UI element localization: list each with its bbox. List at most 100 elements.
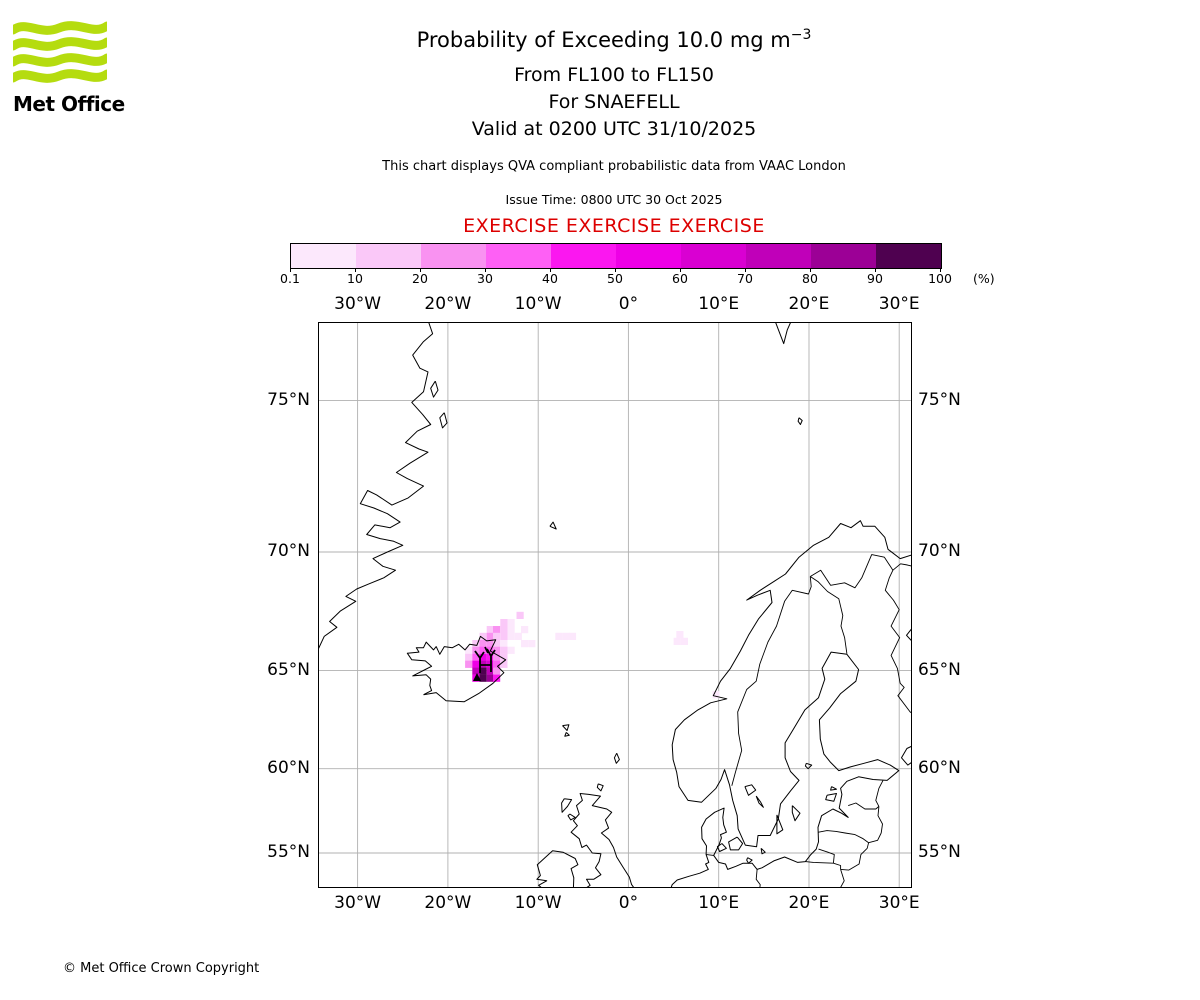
map <box>318 322 912 888</box>
border-path <box>810 576 848 654</box>
chart-title-main: Probability of Exceeding 10.0 mg m <box>416 28 791 52</box>
issue-time: Issue Time: 0800 UTC 30 Oct 2025 <box>505 192 723 207</box>
coastline-path <box>906 627 912 642</box>
lat-label-left: 60°N <box>267 757 310 778</box>
lon-label-bottom: 30°E <box>878 893 920 913</box>
colorbar-tick-label: 0.1 <box>280 271 300 286</box>
colorbar-segment-10 <box>876 244 941 268</box>
coastline-path <box>670 520 912 888</box>
lon-label-bottom: 10°E <box>698 893 740 913</box>
probability-cell <box>507 619 515 627</box>
border-path <box>840 842 870 871</box>
probability-cell <box>500 646 508 654</box>
lat-label-right: 60°N <box>918 757 961 778</box>
probability-cell <box>507 632 515 640</box>
colorbar-tick <box>550 268 551 272</box>
colorbar-tick-label: 80 <box>802 271 818 286</box>
border-path <box>731 576 812 786</box>
lon-label-top: 30°W <box>334 294 382 314</box>
lon-label-top: 30°E <box>878 294 920 314</box>
colorbar-tick <box>680 268 681 272</box>
probability-cell <box>479 632 487 640</box>
colorbar-segment-9 <box>811 244 876 268</box>
border-path <box>875 780 884 807</box>
probability-cell <box>479 674 487 682</box>
coastline-path <box>744 784 757 796</box>
border-path <box>868 832 882 844</box>
probability-cell <box>514 632 522 640</box>
probability-cells <box>465 611 720 699</box>
exercise-banner: EXERCISE EXERCISE EXERCISE <box>463 215 765 237</box>
probability-cell <box>500 626 508 634</box>
probability-cell <box>493 632 501 640</box>
logo-wave-0 <box>13 21 107 35</box>
coastline-path <box>430 380 439 398</box>
lat-label-left: 70°N <box>267 540 310 561</box>
probability-cell <box>479 667 487 675</box>
border-path <box>818 830 869 844</box>
probability-cell <box>568 632 577 640</box>
coastline-path <box>561 798 573 813</box>
volcano-marker-icon <box>473 673 481 681</box>
colorbar-tick <box>420 268 421 272</box>
colorbar-tick-label: 100 <box>928 271 952 286</box>
coastline-path <box>774 322 792 345</box>
colorbar-tick <box>810 268 811 272</box>
coastline-path <box>570 793 635 888</box>
coastline-path <box>439 412 448 429</box>
coastline-path <box>406 635 507 703</box>
coastline-path <box>549 521 557 530</box>
colorbar-tick-label: 50 <box>607 271 623 286</box>
border-path <box>839 869 845 888</box>
coastline-path <box>825 793 837 802</box>
coastline-path <box>728 836 744 851</box>
subtitle-valid-time: Valid at 0200 UTC 31/10/2025 <box>471 118 757 140</box>
lat-label-right: 70°N <box>918 540 961 561</box>
map-gridlines <box>318 322 912 888</box>
probability-cell <box>507 626 515 634</box>
probability-cell <box>493 674 501 682</box>
coastline-path <box>564 732 570 737</box>
colorbar-tick <box>875 268 876 272</box>
probability-cell <box>500 660 508 668</box>
colorbar-tick <box>355 268 356 272</box>
probability-cell <box>500 619 508 627</box>
probability-cell <box>493 660 501 668</box>
lat-label-left: 75°N <box>267 389 310 410</box>
colorbar-tick <box>615 268 616 272</box>
probability-cell <box>472 667 480 675</box>
probability-cell <box>472 640 480 648</box>
subtitle-flight-levels: From FL100 to FL150 <box>514 64 714 86</box>
coastline-path <box>613 752 620 764</box>
probability-cell <box>521 640 529 648</box>
lon-label-bottom: 30°W <box>334 893 382 913</box>
probability-cell <box>673 637 681 645</box>
probability-cell <box>479 653 487 661</box>
probability-cell <box>465 653 473 661</box>
probability-cell <box>472 646 480 654</box>
probability-cell <box>528 640 536 648</box>
coastline-path <box>562 724 570 731</box>
probability-cell <box>493 653 501 661</box>
colorbar-segment-8 <box>746 244 811 268</box>
probability-cell <box>479 640 487 648</box>
probability-cell <box>712 691 720 699</box>
lat-label-left: 65°N <box>267 659 310 680</box>
probability-cell <box>500 632 508 640</box>
probability-cell <box>507 646 515 654</box>
coastline-path <box>746 857 753 864</box>
colorbar-segment-3 <box>421 244 486 268</box>
probability-cell <box>465 646 473 654</box>
probability-cell <box>486 626 494 634</box>
met-office-logo <box>13 21 107 83</box>
coastline-path <box>901 745 912 766</box>
colorbar-tick <box>290 268 291 272</box>
border-path <box>877 806 883 834</box>
lon-label-top: 20°E <box>788 294 830 314</box>
probability-cell <box>486 674 494 682</box>
coastline-path <box>776 814 784 835</box>
coastlines <box>318 322 912 888</box>
coastline-path <box>716 843 727 852</box>
border-path <box>884 570 912 714</box>
chart-title: Probability of Exceeding 10.0 mg m−3 <box>28 27 1200 52</box>
